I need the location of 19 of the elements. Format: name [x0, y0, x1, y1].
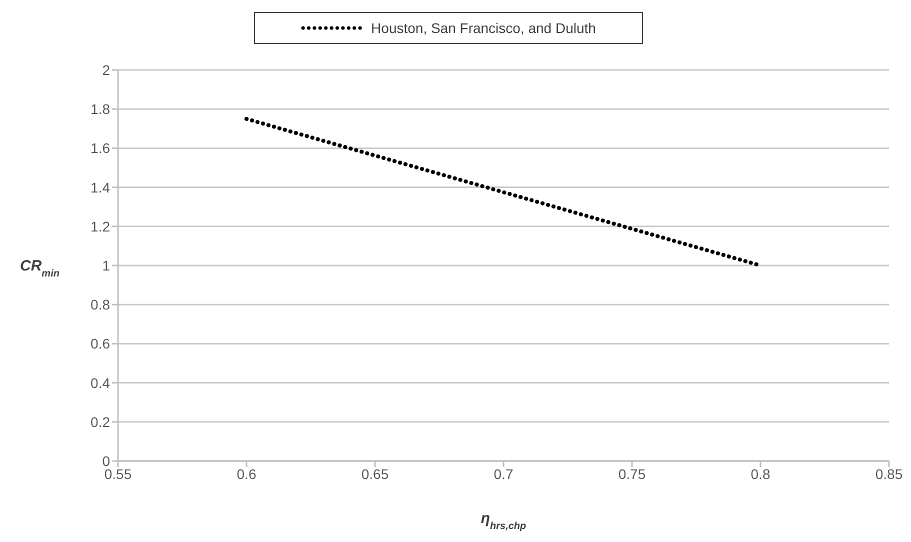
y-tick-label: 0.2 [90, 414, 110, 430]
x-tick-label: 0.65 [361, 466, 389, 482]
x-tick-label: 0.6 [236, 466, 256, 482]
y-tick-label: 1.4 [90, 179, 110, 196]
y-tick-label: 0.8 [90, 296, 110, 313]
y-tick-label: 0.4 [90, 374, 110, 391]
legend-label: Houston, San Francisco, and Duluth [371, 20, 596, 36]
y-tick-label: 1.2 [90, 218, 110, 234]
x-axis-title: η$_{hrs,chp}$ [480, 510, 526, 532]
x-tick-label: 0.85 [875, 466, 903, 482]
x-tick-label: 0.75 [618, 466, 646, 482]
y-tick-label: 0.6 [90, 336, 110, 352]
x-tick-label: 0.8 [750, 466, 770, 482]
y-axis-title: CR$_{min}$ [20, 258, 60, 279]
x-tick-label: 0.7 [494, 466, 514, 482]
y-tick-label: 1.6 [90, 140, 110, 156]
y-tick-label: 2 [102, 62, 110, 78]
y-tick-label: 1.8 [90, 101, 110, 118]
y-tick-label: 1 [102, 257, 110, 274]
